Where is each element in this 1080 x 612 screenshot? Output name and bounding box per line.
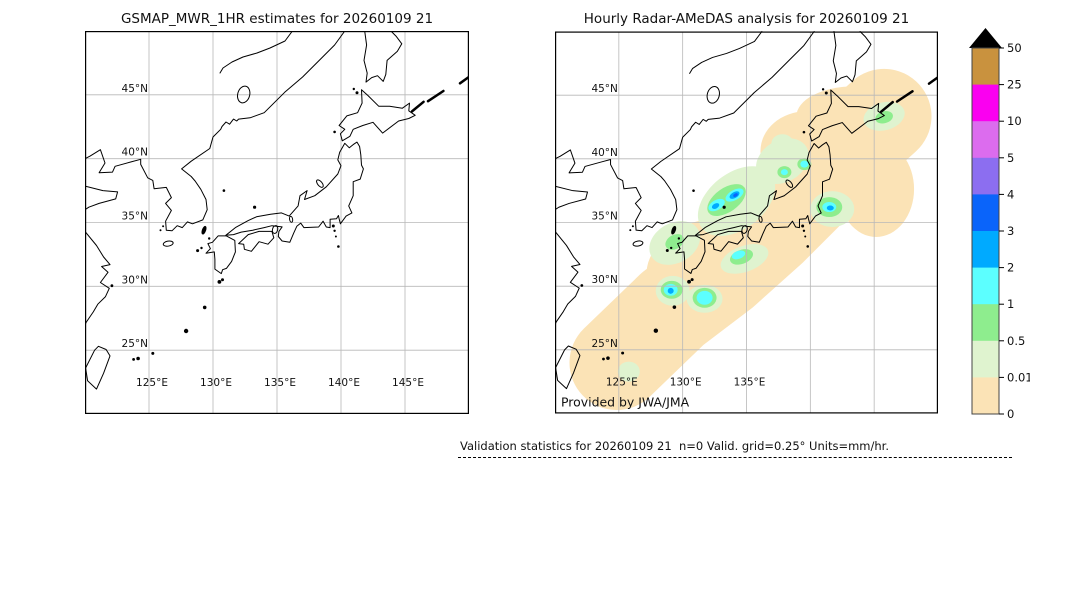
map-gsmap: 45°N 40°N 35°N 30°N 25°N 125°E 130°E 135°E 140°E… [85, 31, 469, 414]
precip-cell [771, 134, 793, 152]
colorbar-tick-label: 2 [1007, 261, 1014, 275]
lat-tick-label: 30°N [591, 274, 617, 286]
lat-tick-label: 35°N [122, 211, 148, 223]
precip-cell [668, 288, 674, 294]
colorbar-tick-label: 1 [1007, 297, 1014, 311]
lon-tick-label: 130°E [200, 377, 232, 389]
panel-radar-amedas: Hourly Radar-AMeDAS analysis for 2026010… [555, 31, 938, 414]
lon-tick-label: 135°E [734, 377, 766, 389]
colorbar-segment [972, 268, 999, 305]
colorbar-segment [972, 48, 999, 85]
lon-tick-label: 135°E [264, 377, 296, 389]
precip-cell [827, 206, 834, 211]
lat-tick-label: 25°N [122, 338, 148, 350]
colorbar-tick-label: 3 [1007, 224, 1014, 238]
map-radar: 45°N 40°N 35°N 30°N 25°N 125°E 130°E 135°E Provi… [555, 31, 938, 414]
credit-text: Provided by JWA/JMA [561, 395, 690, 410]
colorbar-segment [972, 158, 999, 195]
colorbar-segment [972, 304, 999, 341]
colorbar: 50 25 10 5 4 3 2 1 0.5 0.01 0 [966, 25, 1030, 421]
validation-stats-underline: Validation statistics for 20260109 21 n=… [458, 439, 1012, 458]
colorbar-overflow-arrow [969, 28, 1002, 48]
colorbar-segment [972, 194, 999, 231]
colorbar-tick-label: 25 [1007, 78, 1022, 92]
colorbar-tick-label: 4 [1007, 187, 1014, 201]
lat-tick-label: 40°N [122, 147, 148, 159]
lat-tick-label: 30°N [122, 274, 148, 286]
lon-tick-label: 130°E [670, 377, 702, 389]
lon-tick-label: 125°E [136, 377, 168, 389]
colorbar-segment [972, 121, 999, 158]
lat-tick-label: 40°N [591, 147, 617, 159]
figure-canvas: GSMAP_MWR_1HR estimates for 20260109 21 … [0, 0, 1080, 612]
lon-tick-label: 140°E [328, 377, 360, 389]
lon-tick-label: 125°E [606, 377, 638, 389]
colorbar-segment [972, 231, 999, 268]
colorbar-tick-label: 5 [1007, 151, 1014, 165]
colorbar-segment [972, 341, 999, 378]
precip-cell [800, 161, 808, 168]
colorbar-segment [972, 85, 999, 122]
panel-title-radar: Hourly Radar-AMeDAS analysis for 2026010… [555, 11, 938, 27]
panel-gsmap-estimates: GSMAP_MWR_1HR estimates for 20260109 21 … [85, 31, 469, 414]
colorbar-tick-label: 0.5 [1007, 334, 1025, 348]
colorbar-segment [972, 377, 999, 414]
colorbar-tick-label: 0 [1007, 407, 1014, 421]
lat-tick-label: 45°N [591, 83, 617, 95]
precip-cell [781, 169, 788, 175]
panel-title-gsmap: GSMAP_MWR_1HR estimates for 20260109 21 [85, 11, 469, 27]
lat-tick-label: 35°N [591, 211, 617, 223]
lat-tick-label: 45°N [122, 83, 148, 95]
validation-stats-text: Validation statistics for 20260109 21 n=… [458, 439, 1012, 453]
precip-cell [697, 291, 713, 305]
colorbar-tick-label: 50 [1007, 41, 1022, 55]
lon-tick-label: 145°E [392, 377, 424, 389]
colorbar-tick-label: 10 [1007, 114, 1022, 128]
lat-tick-label: 25°N [591, 338, 617, 350]
colorbar-tick-label: 0.01 [1007, 370, 1030, 384]
